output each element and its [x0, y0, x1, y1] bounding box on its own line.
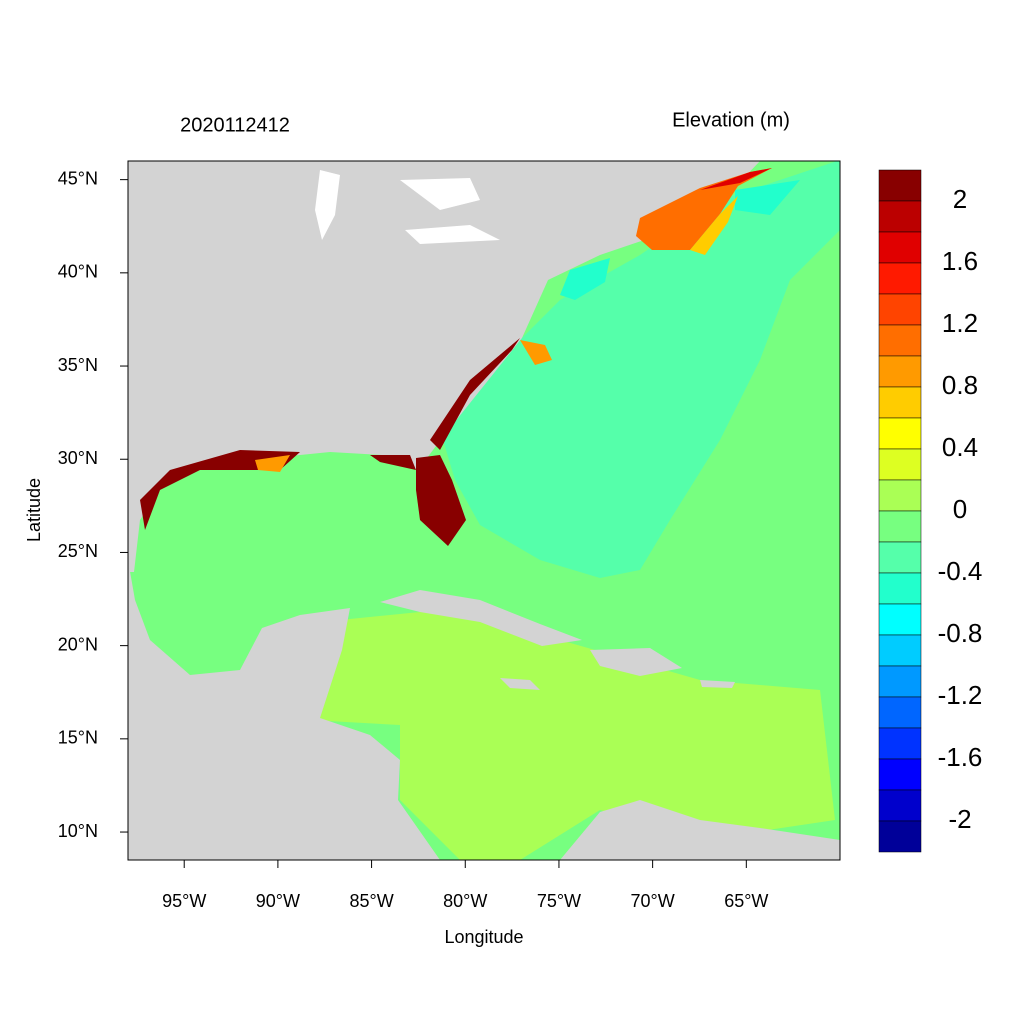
colorbar-label: 1.6 [942, 246, 978, 276]
colorbar-label: -1.2 [938, 680, 983, 710]
y-tick-label: 30°N [58, 448, 98, 468]
colorbar-label: 0.8 [942, 370, 978, 400]
colorbar-box [878, 572, 922, 605]
colorbar-box [878, 386, 922, 419]
x-tick-label: 95°W [162, 891, 206, 911]
x-tick-label: 75°W [537, 891, 581, 911]
atlantic-region [440, 161, 840, 578]
y-axis-label: Latitude [24, 478, 44, 542]
florida-surge [416, 455, 466, 546]
local-high [255, 340, 552, 472]
y-tick-label: 40°N [58, 262, 98, 282]
south-america [560, 800, 840, 860]
x-tick-label: 65°W [724, 891, 768, 911]
y-tick-label: 35°N [58, 355, 98, 375]
colorbar-box [878, 510, 922, 543]
colorbar-box [878, 541, 922, 574]
y-tick-label: 45°N [58, 168, 98, 188]
x-tick-label: 90°W [256, 891, 300, 911]
y-tick-label: 25°N [58, 541, 98, 561]
negative-region [560, 180, 800, 300]
title-right: Elevation (m) [672, 109, 790, 131]
colorbar-box [878, 293, 922, 326]
colorbar-label: -2 [948, 804, 971, 834]
colorbar-box [878, 355, 922, 388]
colorbar-label: -1.6 [938, 742, 983, 772]
y-tick-label: 15°N [58, 728, 98, 748]
colorbar-box [878, 200, 922, 233]
north-america [128, 161, 760, 572]
plot-frame [127, 160, 841, 861]
x-tick-label: 80°W [443, 891, 487, 911]
colorbar-box [878, 448, 922, 481]
coastal-surge [140, 338, 520, 530]
colorbar-box [878, 262, 922, 295]
colorbar-label: 0 [953, 494, 967, 524]
colorbar-box [878, 758, 922, 791]
x-axis-label: Longitude [444, 927, 523, 947]
x-tick-label: 70°W [631, 891, 675, 911]
colorbar-label: 1.2 [942, 308, 978, 338]
colorbar-box [878, 789, 922, 822]
y-tick-label: 10°N [58, 821, 98, 841]
map [128, 161, 840, 860]
maine-peak [700, 168, 772, 190]
central-america [128, 560, 440, 860]
colorbar-box [878, 479, 922, 512]
colorbar-box [878, 324, 922, 357]
colorbar-box [878, 231, 922, 264]
colorbar-label: -0.4 [938, 556, 983, 586]
great-lakes [315, 170, 500, 244]
title-left: 2020112412 [180, 114, 290, 136]
colorbar-box [878, 417, 922, 450]
caribbean-region [310, 610, 835, 860]
colorbar-box [878, 603, 922, 636]
colorbar-box [878, 727, 922, 760]
colorbar-box [878, 820, 922, 853]
colorbar-box [878, 169, 922, 202]
maine-surge-edge [690, 196, 738, 255]
colorbar-label: -0.8 [938, 618, 983, 648]
colorbar-box [878, 665, 922, 698]
islands [380, 590, 735, 690]
colorbar-box [878, 696, 922, 729]
colorbar-label: 0.4 [942, 432, 978, 462]
y-tick-label: 20°N [58, 634, 98, 654]
x-tick-label: 85°W [349, 891, 393, 911]
maine-surge [636, 168, 772, 250]
colorbar-label: 2 [953, 184, 967, 214]
colorbar-box [878, 634, 922, 667]
